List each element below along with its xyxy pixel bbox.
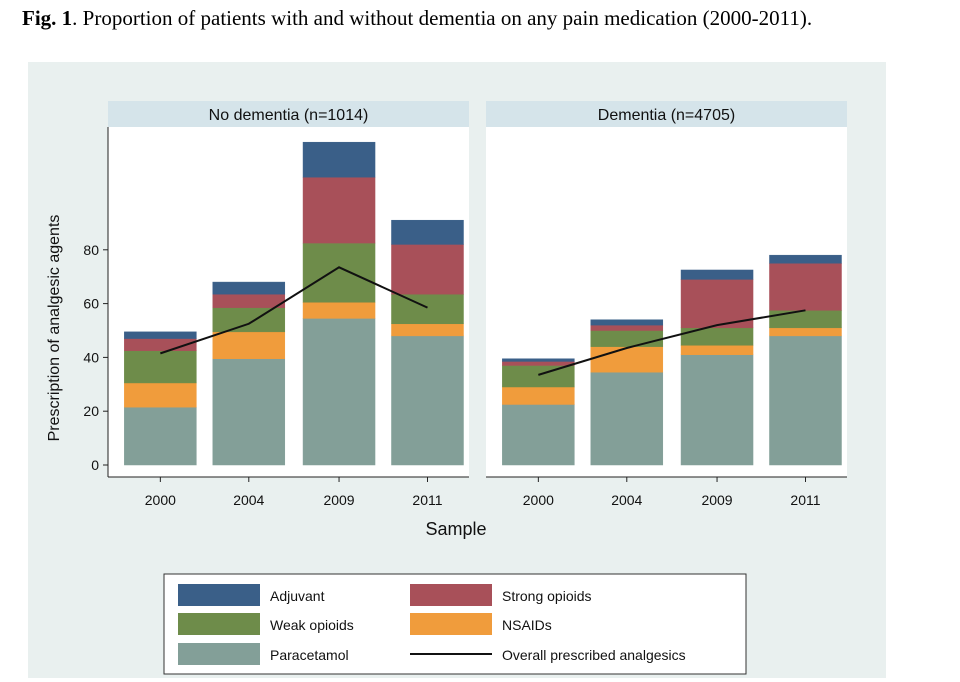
y-tick-label-40: 40	[83, 349, 99, 365]
panel-header-dementia	[486, 101, 847, 127]
x-tick-label-no-dementia-2011: 2011	[412, 492, 442, 508]
bar-no-dementia-2004-strong-opioids	[212, 293, 286, 308]
bar-no-dementia-2011-strong-opioids	[391, 244, 464, 295]
bar-no-dementia-2000-paracetamol	[124, 406, 197, 466]
figure-caption: Fig. 1. Proportion of patients with and …	[22, 6, 952, 31]
legend-swatch-weak-opioids	[178, 613, 260, 635]
x-tick-label-no-dementia-2004: 2004	[233, 492, 264, 508]
bar-dementia-2004-adjuvant	[590, 319, 664, 326]
axis-ticks: 0 20 40 60 80 2000 2004 2009 2011 2000 2004 2009 201…	[83, 242, 820, 508]
overall-lines-layer	[160, 266, 806, 376]
bar-dementia-2009-nsaids	[680, 345, 754, 355]
x-tick-label-dementia-2009: 2009	[701, 492, 732, 508]
x-tick-label-dementia-2004: 2004	[611, 492, 642, 508]
bar-dementia-2004-nsaids	[590, 346, 664, 373]
x-axis-title: Sample	[425, 519, 486, 539]
x-tick-label-no-dementia-2009: 2009	[323, 492, 354, 508]
legend-label-strong-opioids: Strong opioids	[502, 588, 592, 604]
legend-swatch-strong-opioids	[410, 584, 492, 606]
bar-dementia-2011-paracetamol	[769, 335, 842, 466]
bar-dementia-2000-paracetamol	[502, 404, 575, 466]
bar-no-dementia-2011-nsaids	[391, 323, 464, 337]
bar-no-dementia-2011-adjuvant	[391, 219, 464, 245]
x-tick-label-dementia-2000: 2000	[523, 492, 554, 508]
overall-line-dementia	[538, 309, 806, 376]
bar-dementia-2011-adjuvant	[769, 254, 842, 264]
bar-dementia-2011-weak-opioids	[769, 310, 842, 329]
legend-label-overall-prescribed-analgesics: Overall prescribed analgesics	[502, 647, 686, 663]
bar-no-dementia-2000-adjuvant	[124, 331, 197, 339]
bar-no-dementia-2009-strong-opioids	[302, 176, 376, 244]
legend-swatch-nsaids	[410, 613, 492, 635]
bar-no-dementia-2000-nsaids	[124, 382, 197, 408]
bar-dementia-2009-adjuvant	[680, 269, 754, 280]
bar-dementia-2000-nsaids	[502, 386, 575, 405]
bar-no-dementia-2004-weak-opioids	[212, 307, 286, 333]
bar-no-dementia-2009-nsaids	[302, 302, 376, 319]
y-tick-label-0: 0	[91, 457, 99, 473]
panel-title-no-dementia: No dementia (n=1014)	[209, 107, 369, 124]
bar-dementia-2009-paracetamol	[680, 354, 754, 466]
bar-no-dementia-2004-adjuvant	[212, 281, 286, 295]
bar-no-dementia-2009-weak-opioids	[302, 242, 376, 303]
bar-dementia-2011-strong-opioids	[769, 263, 842, 311]
bar-dementia-2004-paracetamol	[590, 371, 664, 466]
figure-caption-text: . Proportion of patients with and withou…	[72, 6, 813, 30]
bar-dementia-2000-adjuvant	[502, 358, 575, 362]
bar-dementia-2011-nsaids	[769, 327, 842, 337]
bar-dementia-2000-weak-opioids	[502, 365, 575, 388]
bar-dementia-2009-strong-opioids	[680, 279, 754, 329]
legend-swatch-adjuvant	[178, 584, 260, 606]
bar-no-dementia-2009-paracetamol	[302, 318, 376, 466]
overall-line-no-dementia	[160, 266, 428, 355]
legend-label-nsaids: NSAIDs	[502, 617, 552, 633]
panel-title-dementia: Dementia (n=4705)	[598, 107, 735, 124]
y-tick-label-20: 20	[83, 403, 99, 419]
bar-no-dementia-2011-paracetamol	[391, 335, 464, 466]
legend: Adjuvant Strong opioids Weak opioids NSAIDs…	[178, 584, 686, 665]
bar-no-dementia-2004-paracetamol	[212, 358, 286, 466]
bar-no-dementia-2000-weak-opioids	[124, 350, 197, 384]
legend-label-adjuvant: Adjuvant	[270, 588, 325, 604]
bar-dementia-2004-weak-opioids	[590, 330, 664, 347]
x-tick-label-no-dementia-2000: 2000	[145, 492, 176, 508]
bar-dementia-2009-weak-opioids	[680, 327, 754, 346]
x-tick-label-dementia-2011: 2011	[790, 492, 820, 508]
y-axis-title: Prescription of analgesic agents	[46, 215, 63, 442]
bars-layer	[124, 141, 842, 466]
y-tick-label-60: 60	[83, 296, 99, 312]
figure-caption-label: Fig. 1	[22, 6, 73, 30]
legend-swatch-paracetamol	[178, 643, 260, 665]
bar-no-dementia-2011-weak-opioids	[391, 293, 464, 325]
bar-dementia-2000-strong-opioids	[502, 361, 575, 366]
bar-no-dementia-2009-adjuvant	[302, 141, 376, 178]
bar-dementia-2004-strong-opioids	[590, 324, 664, 331]
panel-header-no-dementia	[108, 101, 469, 127]
bar-no-dementia-2004-nsaids	[212, 331, 286, 359]
y-tick-label-80: 80	[83, 242, 99, 258]
legend-label-weak-opioids: Weak opioids	[270, 617, 354, 633]
legend-label-paracetamol: Paracetamol	[270, 647, 349, 663]
